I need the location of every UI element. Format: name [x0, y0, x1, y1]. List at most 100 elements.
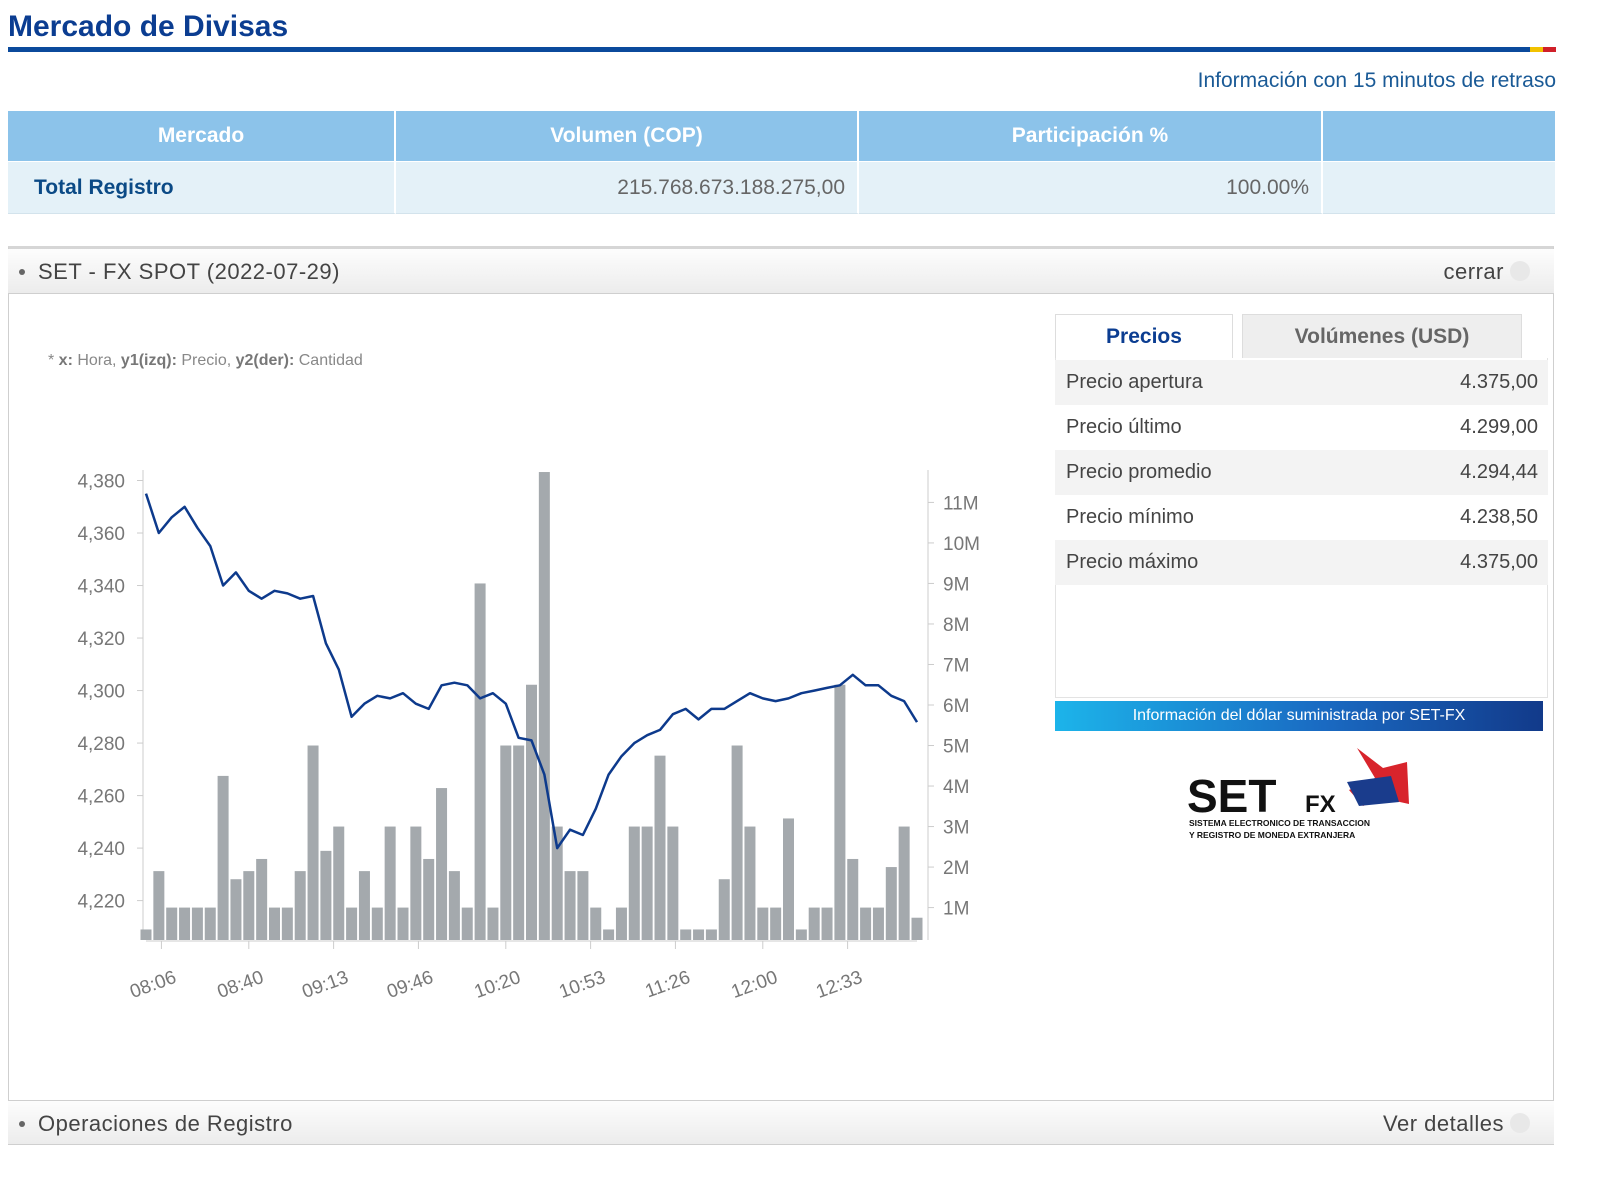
volume-bar: [371, 907, 383, 940]
panel-title: Operaciones de Registro: [38, 1111, 293, 1136]
table-cell-empty: [1323, 162, 1555, 214]
x-tick-label: 08:40: [215, 967, 267, 1003]
title-rule: [8, 47, 1556, 52]
stat-label: Precio promedio: [1066, 461, 1212, 483]
volume-bar: [615, 907, 627, 940]
volume-bar: [783, 818, 794, 940]
x-tick-label: 09:13: [299, 967, 351, 1003]
bullet: [19, 269, 25, 275]
tab-active[interactable]: Precios: [1055, 314, 1233, 358]
y2-tick-label: 7M: [943, 655, 969, 676]
volume-bar: [538, 472, 550, 940]
volume-bar: [834, 684, 846, 940]
x-tick-label: 09:46: [384, 967, 436, 1003]
source-banner: Información del dólar suministrada por S…: [1055, 701, 1543, 731]
rule-flag: [1530, 47, 1556, 52]
y-tick-label: 4,300: [77, 682, 125, 703]
logo-name: SET: [1187, 770, 1276, 822]
column-header-empty: [1323, 111, 1555, 161]
x-tick-label: 10:20: [472, 967, 524, 1003]
stat-label: Precio máximo: [1066, 551, 1199, 573]
panel-header[interactable]: SET - FX SPOT (2022-07-29) cerrar: [8, 249, 1554, 294]
volume-bar: [500, 745, 512, 940]
panel-toggle[interactable]: cerrar: [1443, 259, 1504, 284]
volume-bar: [410, 826, 422, 940]
logo-line: SISTEMA ELECTRONICO DE TRANSACCION: [1189, 818, 1370, 828]
y-tick-label: 4,260: [77, 787, 125, 808]
volume-bar: [333, 826, 345, 940]
volume-bar: [744, 826, 756, 940]
volume-bar: [384, 826, 396, 940]
volume-bar: [281, 907, 293, 940]
x-tick-label: 11:26: [643, 967, 694, 1003]
volume-bar: [474, 583, 486, 940]
y-tick-label: 4,340: [77, 577, 125, 598]
table-cell: 215.768.673.188.275,00: [396, 162, 859, 214]
logo-suffix: FX: [1305, 791, 1336, 818]
y2-tick-label: 3M: [943, 818, 969, 839]
y-tick-label: 4,360: [77, 524, 125, 545]
page-title: Mercado de Divisas: [8, 10, 289, 43]
y-tick-label: 4,220: [77, 892, 125, 913]
volume-bar: [577, 871, 589, 940]
volume-bar: [757, 907, 769, 940]
y2-tick-label: 11M: [943, 493, 979, 514]
volume-bar: [191, 907, 203, 940]
volume-bar: [397, 907, 409, 940]
stat-row: Precio apertura 4.375,00: [1055, 360, 1548, 405]
volume-bar: [654, 755, 666, 940]
note-key: x:: [58, 352, 73, 369]
panel-header[interactable]: Operaciones de Registro Ver detalles: [8, 1100, 1554, 1145]
toggle-icon[interactable]: [1510, 1113, 1530, 1133]
panel-toggle[interactable]: Ver detalles: [1383, 1111, 1504, 1136]
volume-bar: [872, 907, 884, 940]
stat-value: 4.375,00: [1460, 551, 1538, 573]
volume-bar: [294, 871, 306, 940]
volume-bar: [346, 907, 358, 940]
toggle-icon[interactable]: [1510, 261, 1530, 281]
bullet: [19, 1121, 25, 1127]
volume-bar: [179, 907, 191, 940]
column-header: Participación %: [859, 111, 1323, 161]
volume-bar: [423, 858, 435, 940]
panel-title: SET - FX SPOT (2022-07-29): [38, 259, 340, 284]
volume-bar: [641, 826, 653, 940]
volume-bar: [718, 879, 730, 940]
volume-bar: [603, 929, 615, 940]
volume-bar: [436, 788, 448, 940]
stat-row: Precio máximo 4.375,00: [1055, 540, 1548, 585]
volume-bar: [628, 826, 640, 940]
x-tick-label: 08:06: [127, 967, 179, 1003]
volume-bar: [808, 907, 820, 940]
x-tick-label: 12:33: [813, 967, 865, 1003]
volume-bar: [705, 929, 717, 940]
volume-bar: [821, 907, 833, 940]
chart: 4,220 4,240 4,260 4,280 4,300 4,320 4,340 4,360…: [77, 470, 980, 1003]
y2-tick-label: 2M: [943, 858, 969, 879]
logo-line: Y REGISTRO DE MONEDA EXTRANJERA: [1189, 830, 1355, 840]
stat-label: Precio apertura: [1066, 371, 1203, 393]
y2-tick-label: 5M: [943, 737, 969, 758]
volume-bar: [795, 929, 807, 940]
stat-value: 4.294,44: [1460, 461, 1538, 483]
volume-bar: [860, 907, 872, 940]
logo-icon: [1347, 776, 1399, 806]
x-tick-label: 12:00: [729, 967, 781, 1003]
setfx-logo: SET FX SISTEMA ELECTRONICO DE TRANSACCIO…: [1187, 748, 1409, 840]
volume-bar: [358, 871, 370, 940]
tab[interactable]: Volúmenes (USD): [1242, 314, 1522, 358]
y2-tick-label: 8M: [943, 615, 969, 636]
volume-bar: [526, 684, 537, 940]
note-key: y2(der):: [235, 352, 295, 369]
volume-bar: [731, 745, 743, 940]
volume-bar: [166, 907, 178, 940]
y-tick-label: 4,280: [77, 734, 125, 755]
volume-bar: [680, 929, 692, 940]
note-text: Cantidad: [294, 352, 363, 369]
volume-bar: [693, 929, 705, 940]
volume-bar: [770, 907, 782, 940]
y-tick-label: 4,380: [77, 472, 125, 493]
stat-value: 4.375,00: [1460, 371, 1538, 393]
volume-bar: [243, 871, 255, 940]
